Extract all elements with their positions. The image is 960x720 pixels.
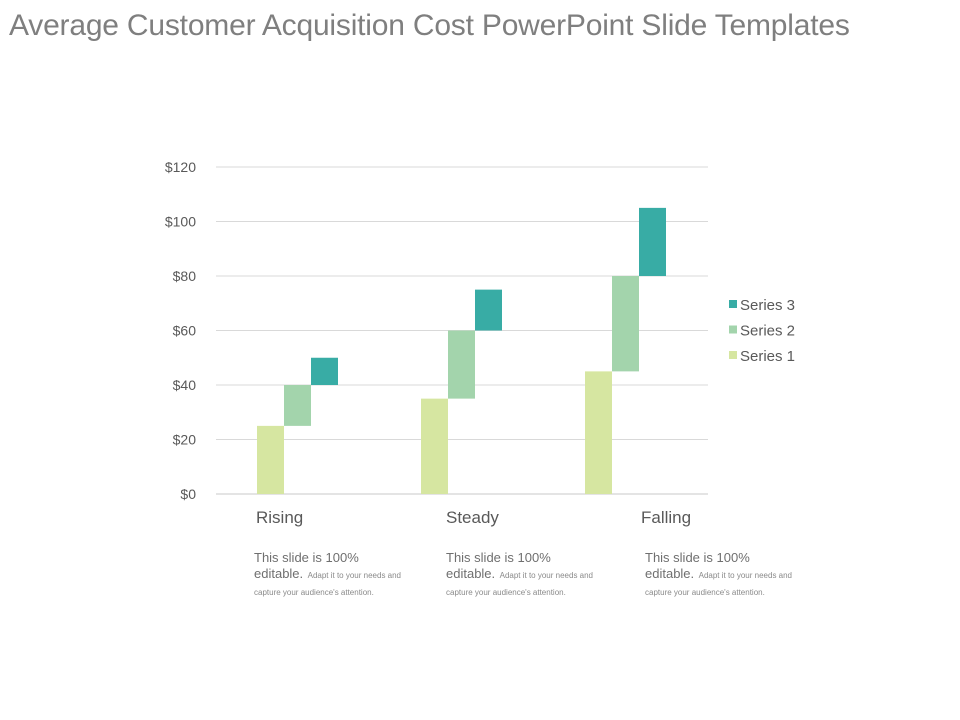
caption-lead: This slide is 100% editable. bbox=[446, 550, 551, 581]
bar-falling-series-2 bbox=[612, 276, 639, 372]
bar-rising-series-3 bbox=[311, 357, 338, 385]
category-label-rising: Rising bbox=[256, 508, 303, 527]
chart-bars bbox=[257, 207, 666, 494]
bar-falling-series-3 bbox=[639, 207, 666, 276]
caption-detail: Adapt it to your needs and capture your … bbox=[446, 571, 594, 597]
y-tick-label: $40 bbox=[173, 377, 197, 393]
caption-lead: This slide is 100% editable. bbox=[254, 550, 359, 581]
chart-x-axis: Rising Steady Falling bbox=[256, 508, 691, 527]
caption-rising: This slide is 100% editable. Adapt it to… bbox=[254, 550, 404, 599]
bar-steady-series-2 bbox=[448, 330, 475, 399]
y-tick-label: $80 bbox=[173, 268, 197, 284]
caption-lead: This slide is 100% editable. bbox=[645, 550, 750, 581]
y-tick-label: $120 bbox=[165, 159, 196, 175]
y-tick-label: $20 bbox=[173, 432, 197, 448]
legend-swatch bbox=[729, 300, 737, 308]
bar-falling-series-1 bbox=[585, 371, 612, 494]
slide-title: Average Customer Acquisition Cost PowerP… bbox=[9, 9, 850, 42]
bar-steady-series-1 bbox=[421, 398, 448, 494]
legend-swatch bbox=[729, 351, 737, 359]
category-label-falling: Falling bbox=[641, 508, 691, 527]
y-tick-label: $60 bbox=[173, 323, 197, 339]
bar-steady-series-3 bbox=[475, 289, 502, 331]
legend-label: Series 1 bbox=[740, 348, 795, 365]
caption-steady: This slide is 100% editable. Adapt it to… bbox=[446, 550, 596, 599]
caption-falling: This slide is 100% editable. Adapt it to… bbox=[645, 550, 795, 599]
legend-swatch bbox=[729, 325, 737, 334]
chart-y-axis: $0 $20 $40 $60 $80 $100 $120 bbox=[165, 159, 196, 502]
caption-detail: Adapt it to your needs and capture your … bbox=[254, 571, 402, 597]
legend-label: Series 2 bbox=[740, 323, 795, 340]
chart-legend: Series 3 Series 2 Series 1 bbox=[729, 297, 795, 365]
y-tick-label: $100 bbox=[165, 214, 196, 230]
caption-detail: Adapt it to your needs and capture your … bbox=[645, 571, 793, 597]
y-tick-label: $0 bbox=[180, 486, 196, 502]
bar-rising-series-1 bbox=[257, 425, 284, 494]
category-label-steady: Steady bbox=[446, 508, 499, 527]
legend-label: Series 3 bbox=[740, 297, 795, 314]
bar-rising-series-2 bbox=[284, 385, 311, 426]
